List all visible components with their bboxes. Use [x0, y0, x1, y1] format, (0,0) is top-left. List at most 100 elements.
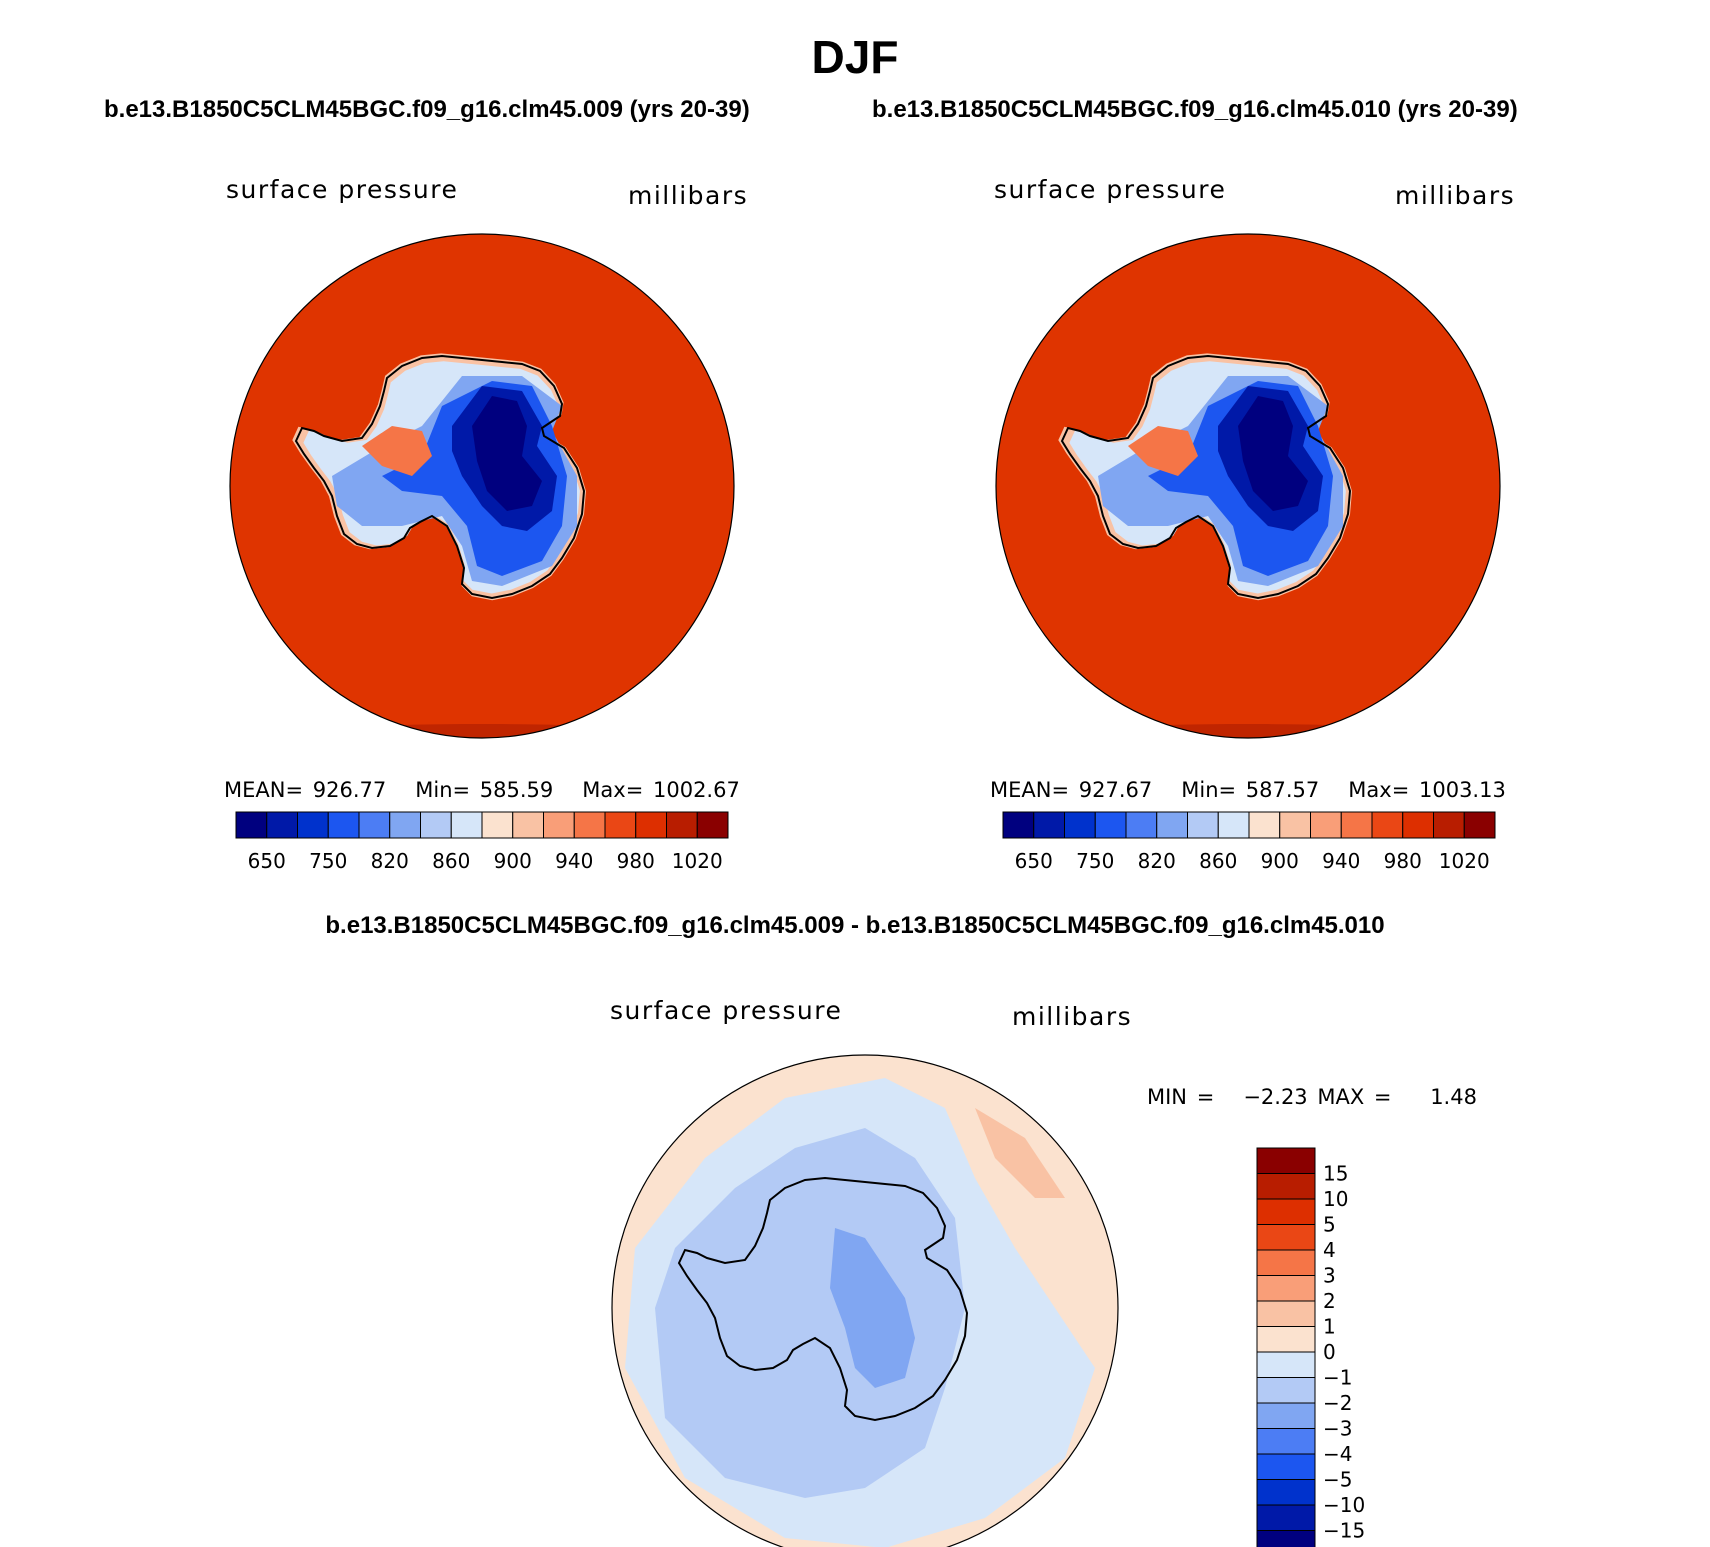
panel1-colorbar-box — [481, 811, 514, 839]
difference-colorbar-box — [1256, 1173, 1316, 1200]
difference-colorbar-tick-label: 0 — [1323, 1340, 1336, 1364]
difference-colorbar-tick-label: −15 — [1323, 1519, 1365, 1543]
difference-colorbar-tick-label: −10 — [1323, 1493, 1365, 1517]
difference-colorbar-box — [1256, 1402, 1316, 1429]
difference-colorbar-tick-label: 4 — [1323, 1238, 1336, 1262]
panel1-colorbar-box — [543, 811, 575, 839]
difference-map — [612, 1055, 1118, 1547]
panel1-warm-intrusion — [362, 426, 432, 476]
difference-field-plus2 — [975, 1108, 1065, 1198]
difference-map-border — [611, 1054, 1119, 1547]
panel2-colorbar-tick-label: 900 — [1261, 849, 1299, 873]
difference-coastline — [677, 1176, 969, 1422]
panel1-colorbar-tick-label: 750 — [309, 849, 347, 873]
panel1-colorbar-box — [512, 811, 544, 839]
panel1-map-border — [229, 233, 735, 739]
panel1-colorbar-box — [450, 811, 483, 839]
panel2-colorbar-tick-label: 860 — [1199, 849, 1237, 873]
panel2-colorbar-box — [1064, 811, 1096, 839]
difference-colorbar-tick-label: −2 — [1323, 1391, 1352, 1415]
panel1-colorbar-box — [666, 811, 698, 839]
panel1-colorbar-box — [297, 811, 329, 839]
difference-colorbar-box — [1256, 1351, 1316, 1378]
panel1-variable-label: surface pressure — [226, 175, 459, 204]
panel1-colorbar-box — [604, 811, 637, 839]
panel1-colorbar-box — [696, 811, 729, 839]
panel2-colorbar-box — [1125, 811, 1158, 839]
difference-title: b.e13.B1850C5CLM45BGC.f09_g16.clm45.009 … — [325, 912, 1385, 939]
panel2-colorbar-tick-label: 1020 — [1439, 849, 1490, 873]
panel2-map-border — [995, 233, 1501, 739]
difference-colorbar-box — [1256, 1249, 1316, 1276]
panel1-contour-600 — [472, 396, 542, 511]
panel1-min: Min= 585.59 — [415, 778, 554, 802]
difference-colorbar-tick-label: 1 — [1323, 1315, 1336, 1339]
panel1-coastline — [294, 354, 586, 600]
panel2-colorbar-box — [1310, 811, 1342, 839]
panel2-colorbar-tick-label: 980 — [1384, 849, 1422, 873]
panel2-case-title: b.e13.B1850C5CLM45BGC.f09_g16.clm45.010 … — [872, 96, 1518, 123]
panel1-max: Max= 1002.67 — [582, 778, 740, 802]
panel2-stats: MEAN= 927.67 Min= 587.57 Max= 1003.13 — [990, 778, 1506, 802]
difference-colorbar-box — [1256, 1198, 1316, 1225]
panel1-map — [230, 234, 734, 738]
difference-minmax: MIN = −2.23 MAX = 1.48 — [1147, 1085, 1477, 1109]
panel1-colorbar-box — [235, 811, 268, 839]
panel2-colorbar-box — [1033, 811, 1065, 839]
difference-colorbar-tick-label: −4 — [1323, 1442, 1352, 1466]
difference-colorbar-tick-label: 3 — [1323, 1264, 1336, 1288]
panel1-colorbar-tick-label: 980 — [617, 849, 655, 873]
difference-colorbar-box — [1256, 1479, 1316, 1506]
panel2-colorbar-box — [1371, 811, 1404, 839]
difference-colorbar-box — [1256, 1428, 1316, 1455]
difference-field-minus2 — [830, 1228, 915, 1388]
panel1-colorbar-tick-label: 820 — [371, 849, 409, 873]
panel2-map — [996, 234, 1500, 738]
panel1-colorbar-tick-label: 860 — [432, 849, 470, 873]
panel1-colorbar-tick-label: 650 — [248, 849, 286, 873]
panel1-colorbar-box — [358, 811, 391, 839]
difference-colorbar-tick-label: −5 — [1323, 1468, 1352, 1492]
difference-colorbar-tick-label: 5 — [1323, 1213, 1336, 1237]
difference-colorbar-tick-label: 10 — [1323, 1187, 1348, 1211]
panel1-units-label: millibars — [628, 181, 749, 210]
panel1-colorbar-box — [420, 811, 452, 839]
panel2-coastline — [1060, 354, 1352, 600]
panel2-units-label: millibars — [1395, 181, 1516, 210]
panel1-colorbar-tick-label: 1020 — [672, 849, 723, 873]
panel2-colorbar-box — [1463, 811, 1496, 839]
panel2-colorbar-box — [1402, 811, 1434, 839]
panel2-colorbar-box — [1002, 811, 1035, 839]
panel2-contour-600 — [1238, 396, 1308, 511]
panel1-case-title: b.e13.B1850C5CLM45BGC.f09_g16.clm45.009 … — [104, 96, 750, 123]
difference-colorbar-box — [1256, 1326, 1316, 1353]
panel2-colorbar-box — [1217, 811, 1250, 839]
difference-colorbar-box — [1256, 1224, 1316, 1251]
panel2-colorbar-tick-label: 820 — [1138, 849, 1176, 873]
panel2-colorbar-tick-label: 940 — [1322, 849, 1360, 873]
panel1-colorbar-box — [635, 811, 667, 839]
difference-colorbar-tick-label: −3 — [1323, 1417, 1352, 1441]
panel2-colorbar-box — [1187, 811, 1219, 839]
panel1-colorbar-box — [573, 811, 606, 839]
panel1-colorbar-tick-label: 900 — [494, 849, 532, 873]
panel1-colorbar-box — [389, 811, 421, 839]
difference-colorbar-box — [1256, 1530, 1316, 1547]
difference-units-label: millibars — [1012, 1002, 1133, 1031]
difference-field-minus1 — [655, 1128, 965, 1498]
difference-variable-label: surface pressure — [610, 996, 843, 1025]
panel2-variable-label: surface pressure — [994, 175, 1227, 204]
panel2-colorbar-tick-label: 650 — [1015, 849, 1053, 873]
panel1-mean: MEAN= 926.77 — [224, 778, 387, 802]
panel2-colorbar-box — [1279, 811, 1311, 839]
difference-colorbar-tick-label: 2 — [1323, 1289, 1336, 1313]
panel2-max: Max= 1003.13 — [1348, 778, 1506, 802]
difference-colorbar-box — [1256, 1300, 1316, 1327]
panel2-colorbar-box — [1248, 811, 1281, 839]
difference-colorbar-box — [1256, 1275, 1316, 1302]
panel2-min: Min= 587.57 — [1181, 778, 1320, 802]
panel1-colorbar-tick-label: 940 — [555, 849, 593, 873]
difference-colorbar-tick-label: −1 — [1323, 1366, 1352, 1390]
panel1-colorbar-box — [266, 811, 298, 839]
